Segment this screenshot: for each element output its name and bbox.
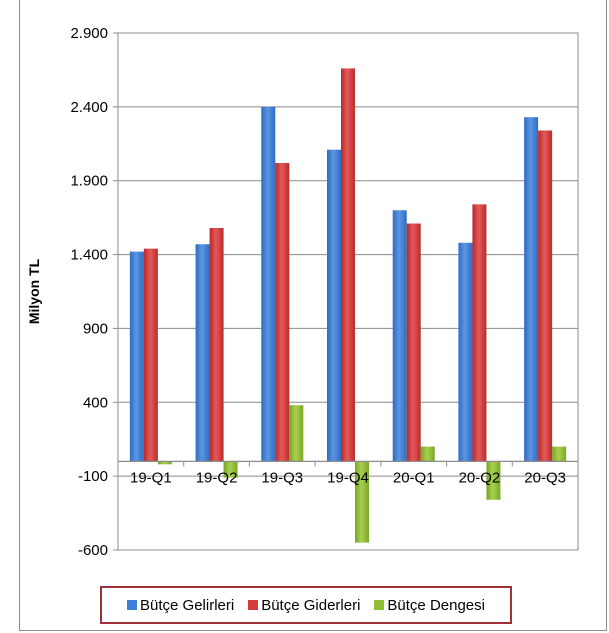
legend-label: Bütçe Dengesi bbox=[387, 596, 485, 614]
y-tick-label: -600 bbox=[78, 542, 108, 559]
bar-gider-20-Q3 bbox=[538, 130, 553, 462]
y-tick-label: 900 bbox=[83, 320, 108, 337]
chart-legend: Bütçe Gelirleri Bütçe Giderleri Bütçe Deng… bbox=[100, 586, 512, 624]
bar-gider-20-Q1 bbox=[406, 223, 421, 462]
x-tick-label: 19-Q1 bbox=[130, 469, 172, 486]
bar-denge-20-Q2 bbox=[486, 461, 501, 500]
x-tick-label: 20-Q3 bbox=[524, 469, 566, 486]
legend-label: Bütçe Giderleri bbox=[261, 596, 361, 614]
bar-denge-19-Q2 bbox=[223, 461, 238, 478]
legend-swatch bbox=[374, 600, 385, 610]
y-tick-label: 1.900 bbox=[70, 173, 108, 190]
legend-swatch bbox=[248, 600, 259, 610]
legend-item-gider: Bütçe Giderleri bbox=[248, 597, 360, 614]
x-tick-label: 19-Q4 bbox=[327, 469, 369, 486]
legend-item-denge: Bütçe Dengesi bbox=[374, 597, 485, 614]
y-tick-label: -100 bbox=[78, 468, 108, 485]
chart-frame bbox=[19, 0, 607, 631]
x-tick-label: 20-Q2 bbox=[459, 469, 501, 486]
bar-gelir-19-Q3 bbox=[261, 106, 276, 462]
y-tick-label: 400 bbox=[83, 394, 108, 411]
bar-gelir-19-Q1 bbox=[129, 251, 144, 462]
bar-denge-19-Q1 bbox=[157, 461, 172, 465]
bar-gider-19-Q1 bbox=[143, 248, 158, 462]
bar-gelir-19-Q4 bbox=[327, 149, 341, 462]
bar-gelir-20-Q2 bbox=[458, 242, 473, 462]
bar-gider-19-Q2 bbox=[209, 227, 224, 462]
x-tick-label: 19-Q2 bbox=[196, 469, 238, 486]
bar-gelir-20-Q1 bbox=[392, 210, 407, 462]
y-axis-title: Milyon TL bbox=[26, 258, 42, 324]
bar-gider-19-Q3 bbox=[275, 162, 290, 462]
legend-item-gelir: Bütçe Gelirleri bbox=[127, 597, 234, 614]
bar-denge-20-Q3 bbox=[552, 446, 567, 462]
bar-denge-19-Q3 bbox=[289, 405, 304, 462]
x-tick-label: 19-Q3 bbox=[261, 469, 303, 486]
y-tick-label: 2.900 bbox=[70, 25, 108, 42]
bar-denge-20-Q1 bbox=[420, 446, 435, 462]
bar-denge-19-Q4 bbox=[355, 461, 369, 543]
legend-label: Bütçe Gelirleri bbox=[140, 596, 235, 614]
y-tick-label: 1.400 bbox=[70, 247, 108, 264]
y-tick-label: 2.400 bbox=[70, 99, 108, 116]
x-tick-label: 20-Q1 bbox=[393, 469, 435, 486]
bar-gelir-19-Q2 bbox=[195, 244, 210, 462]
bar-gelir-20-Q3 bbox=[524, 117, 539, 462]
legend-swatch bbox=[127, 600, 137, 610]
bar-gider-19-Q4 bbox=[341, 68, 355, 462]
bar-gider-20-Q2 bbox=[472, 204, 487, 462]
